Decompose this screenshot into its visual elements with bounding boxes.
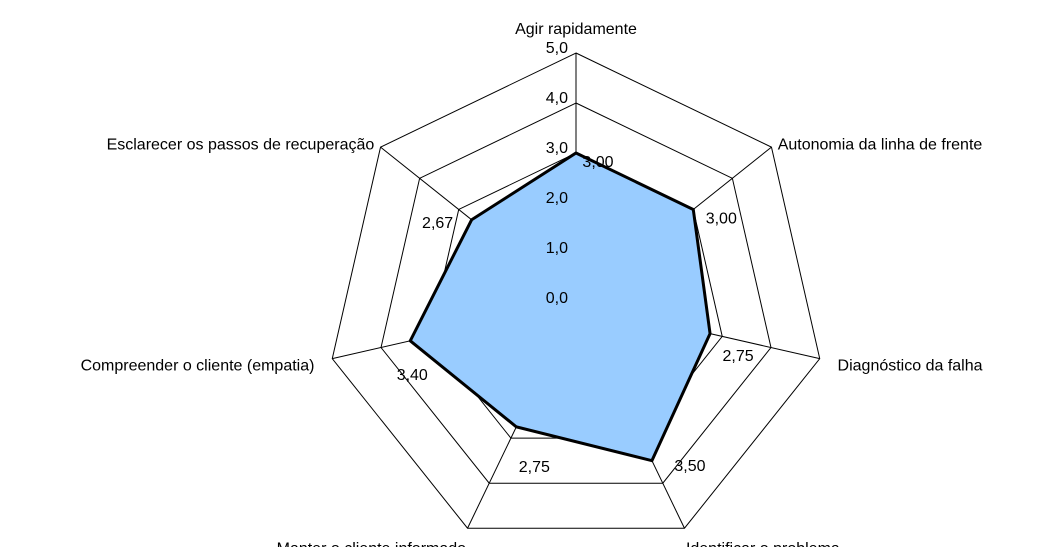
category-label: Agir rapidamente <box>515 21 637 38</box>
axis-tick-label: 3,0 <box>546 140 568 157</box>
category-label: Compreender o cliente (empatia) <box>81 358 315 375</box>
grid-ring <box>380 102 772 484</box>
axis-tick-label: 0,0 <box>546 290 568 307</box>
category-label: Manter o cliente informado <box>277 541 467 547</box>
category-label: Identificar o problema <box>686 541 840 547</box>
value-label: 2,75 <box>519 459 550 476</box>
axis-tick-label: 2,0 <box>546 190 568 207</box>
category-label: Esclarecer os passos de recuperação <box>107 136 375 153</box>
value-label: 2,67 <box>422 215 453 232</box>
value-label: 3,40 <box>397 367 428 384</box>
value-label: 3,00 <box>582 154 613 171</box>
value-label: 3,50 <box>674 458 705 475</box>
category-label: Autonomia da linha de frente <box>778 136 983 153</box>
grid-ring <box>331 52 821 529</box>
axis-tick-label: 4,0 <box>546 90 568 107</box>
axis-tick-label: 1,0 <box>546 240 568 257</box>
data-area <box>408 151 712 463</box>
category-label: Diagnóstico da falha <box>838 358 983 375</box>
axis-tick-label: 5,0 <box>546 40 568 57</box>
value-label: 3,00 <box>706 211 737 228</box>
value-label: 2,75 <box>722 348 753 365</box>
